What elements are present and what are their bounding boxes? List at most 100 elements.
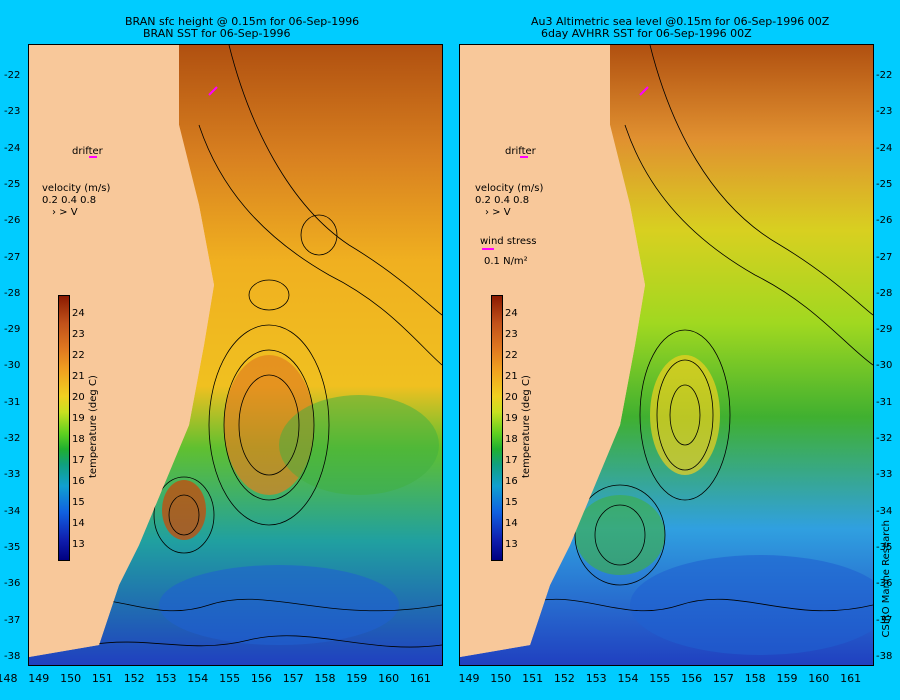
credit-label: CSIRO Marine Research <box>881 520 892 638</box>
cb-tick-left-4: 20 <box>72 392 85 403</box>
x-tick-right-9: 158 <box>744 672 766 685</box>
cb-tick-left-1: 23 <box>72 329 85 340</box>
x-tick-left-8: 156 <box>250 672 272 685</box>
right-drifter-label: drifter <box>505 146 536 157</box>
x-tick-left-9: 157 <box>282 672 304 685</box>
cb-tick-right-2: 22 <box>505 350 518 361</box>
y-tick-right-14: -36 <box>876 578 893 590</box>
cb-tick-left-7: 17 <box>72 455 85 466</box>
right-map-svg <box>460 45 873 665</box>
right-map-panel <box>459 44 874 666</box>
x-tick-left-6: 154 <box>187 672 209 685</box>
cb-tick-right-0: 24 <box>505 308 518 319</box>
x-tick-right-3: 152 <box>553 672 575 685</box>
y-tick-right-0: -22 <box>876 70 893 81</box>
cb-tick-left-11: 13 <box>72 539 85 550</box>
cb-tick-right-8: 16 <box>505 476 518 487</box>
cb-tick-left-3: 21 <box>72 371 85 382</box>
x-tick-right-7: 156 <box>681 672 703 685</box>
left-velocity-arrows: › > V <box>52 207 78 218</box>
x-tick-left-10: 158 <box>314 672 336 685</box>
x-tick-right-8: 157 <box>712 672 734 685</box>
x-tick-left-11: 159 <box>346 672 368 685</box>
y-tick-left-1: -23 <box>4 106 21 118</box>
cb-tick-left-5: 19 <box>72 413 85 424</box>
left-map-panel <box>28 44 443 666</box>
left-drifter-label: drifter <box>72 146 103 157</box>
x-tick-left-5: 153 <box>155 672 177 685</box>
y-tick-left-15: -37 <box>4 614 21 626</box>
right-velocity-arrows: › > V <box>485 207 511 218</box>
y-tick-left-8: -30 <box>4 360 21 372</box>
y-tick-right-13: -35 <box>876 541 893 553</box>
cb-tick-right-11: 13 <box>505 539 518 550</box>
x-tick-left-7: 155 <box>219 672 241 685</box>
right-panel-title: Au3 Altimetric sea level @0.15m for 06-S… <box>531 16 829 40</box>
y-tick-right-7: -29 <box>876 324 893 336</box>
x-tick-right-11: 160 <box>808 672 830 685</box>
x-tick-right-1: 150 <box>490 672 512 685</box>
cb-tick-left-8: 16 <box>72 476 85 487</box>
y-tick-left-0: -22 <box>4 70 21 81</box>
cb-tick-left-10: 14 <box>72 518 85 529</box>
y-tick-right-11: -33 <box>876 469 893 481</box>
y-tick-right-9: -31 <box>876 396 893 408</box>
x-tick-right-4: 153 <box>585 672 607 685</box>
y-tick-right-2: -24 <box>876 142 893 154</box>
right-velocity-label: velocity (m/s) <box>475 183 544 194</box>
right-title-line1: Au3 Altimetric sea level @0.15m for 06-S… <box>531 15 830 28</box>
x-tick-left-12: 160 <box>378 672 400 685</box>
x-tick-right-2: 151 <box>522 672 544 685</box>
cb-tick-right-4: 20 <box>505 392 518 403</box>
x-tick-left-0: 148 <box>0 672 18 685</box>
y-tick-right-1: -23 <box>876 106 893 118</box>
cb-tick-left-6: 18 <box>72 434 85 445</box>
left-panel-title: BRAN sfc height @ 0.15m for 06-Sep-1996 … <box>125 16 359 40</box>
y-tick-right-8: -30 <box>876 360 893 372</box>
x-tick-right-12: 161 <box>840 672 862 685</box>
cb-tick-right-1: 23 <box>505 329 518 340</box>
cb-tick-right-9: 15 <box>505 497 518 508</box>
y-tick-left-2: -24 <box>4 142 21 154</box>
x-tick-right-6: 155 <box>649 672 671 685</box>
right-colorbar-label: temperature (deg C) <box>521 375 532 478</box>
x-tick-left-2: 150 <box>60 672 82 685</box>
y-tick-right-16: -38 <box>876 650 893 662</box>
left-map-svg <box>29 45 442 665</box>
y-tick-left-9: -31 <box>4 396 21 408</box>
right-velocity-scale: 0.2 0.4 0.8 <box>475 195 530 206</box>
x-tick-left-3: 151 <box>91 672 113 685</box>
y-tick-left-16: -38 <box>4 650 21 662</box>
cb-tick-right-7: 17 <box>505 455 518 466</box>
x-tick-left-4: 152 <box>123 672 145 685</box>
y-tick-left-13: -35 <box>4 541 21 553</box>
left-velocity-label: velocity (m/s) <box>42 183 111 194</box>
left-colorbar-label: temperature (deg C) <box>88 375 99 478</box>
y-tick-right-4: -26 <box>876 215 893 227</box>
y-tick-right-3: -25 <box>876 178 893 190</box>
cb-tick-left-9: 15 <box>72 497 85 508</box>
y-tick-right-12: -34 <box>876 505 893 517</box>
cb-tick-left-2: 22 <box>72 350 85 361</box>
x-tick-right-0: 149 <box>458 672 480 685</box>
y-tick-left-5: -27 <box>4 251 21 263</box>
right-colorbar <box>491 295 503 561</box>
cb-tick-right-10: 14 <box>505 518 518 529</box>
y-tick-left-14: -36 <box>4 578 21 590</box>
y-tick-left-4: -26 <box>4 215 21 227</box>
y-tick-left-6: -28 <box>4 287 21 299</box>
y-tick-left-12: -34 <box>4 505 21 517</box>
y-tick-right-5: -27 <box>876 251 893 263</box>
wind-stress-unit: 0.1 N/m² <box>484 256 528 267</box>
left-title-line2: BRAN SST for 06-Sep-1996 <box>143 27 291 40</box>
y-tick-left-7: -29 <box>4 324 21 336</box>
y-tick-right-6: -28 <box>876 287 893 299</box>
cb-tick-right-6: 18 <box>505 434 518 445</box>
left-title-line1: BRAN sfc height @ 0.15m for 06-Sep-1996 <box>125 15 360 28</box>
left-velocity-scale: 0.2 0.4 0.8 <box>42 195 97 206</box>
y-tick-right-10: -32 <box>876 433 893 444</box>
cb-tick-left-0: 24 <box>72 308 85 319</box>
y-tick-left-11: -33 <box>4 469 21 481</box>
y-tick-left-3: -25 <box>4 178 21 190</box>
x-tick-left-1: 149 <box>28 672 50 685</box>
